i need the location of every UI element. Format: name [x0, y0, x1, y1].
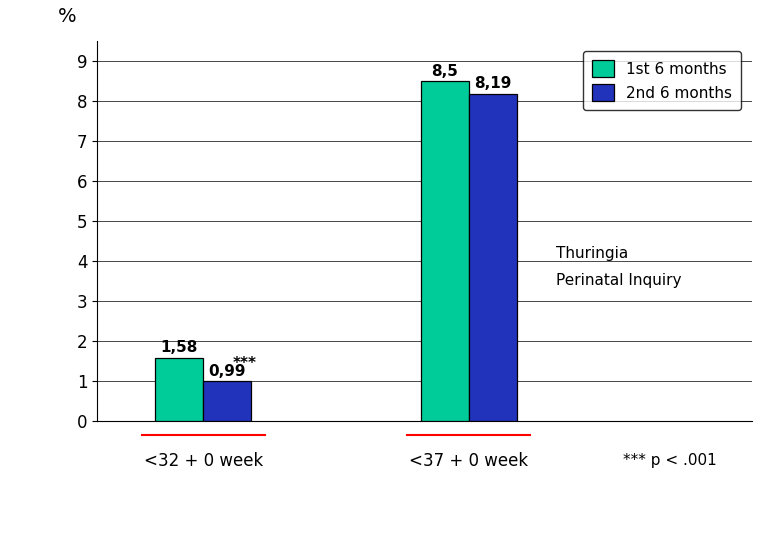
Legend: 1st 6 months, 2nd 6 months: 1st 6 months, 2nd 6 months	[583, 51, 741, 110]
Y-axis label: %: %	[58, 7, 77, 26]
Text: 1,58: 1,58	[161, 340, 198, 355]
Text: 8,5: 8,5	[432, 64, 459, 78]
Bar	[469, 94, 517, 421]
Text: ***: ***	[232, 357, 256, 372]
Text: 8,19: 8,19	[474, 76, 512, 91]
Bar	[203, 381, 251, 421]
Text: *** p < .001: *** p < .001	[624, 453, 717, 468]
Bar	[156, 358, 203, 421]
Text: Thuringia: Thuringia	[555, 247, 627, 262]
Bar	[421, 81, 469, 421]
Text: 0,99: 0,99	[209, 364, 246, 379]
Text: Perinatal Inquiry: Perinatal Inquiry	[555, 273, 681, 288]
Text: <37 + 0 week: <37 + 0 week	[410, 452, 528, 469]
Text: <32 + 0 week: <32 + 0 week	[143, 452, 263, 469]
